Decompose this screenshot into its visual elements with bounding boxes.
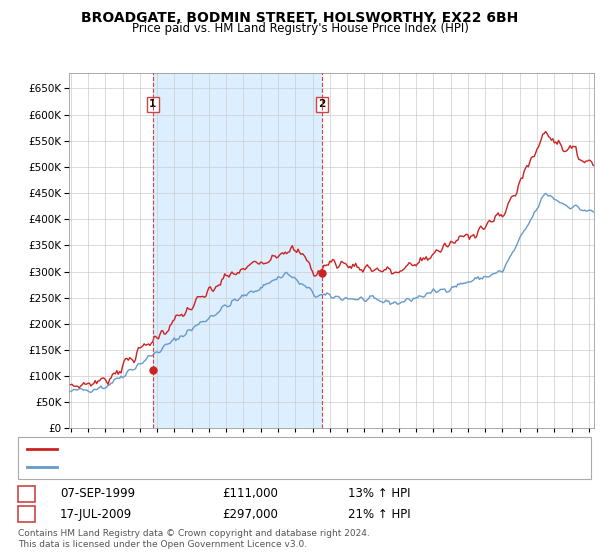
Text: 07-SEP-1999: 07-SEP-1999 [60,487,135,501]
Text: £297,000: £297,000 [222,507,278,521]
Text: BROADGATE, BODMIN STREET, HOLSWORTHY, EX22 6BH: BROADGATE, BODMIN STREET, HOLSWORTHY, EX… [82,11,518,25]
Text: Contains HM Land Registry data © Crown copyright and database right 2024.
This d: Contains HM Land Registry data © Crown c… [18,529,370,549]
Text: 1: 1 [22,487,31,501]
Text: 17-JUL-2009: 17-JUL-2009 [60,507,132,521]
Text: £111,000: £111,000 [222,487,278,501]
Text: 1: 1 [149,99,157,109]
Bar [153,73,322,428]
Text: 2: 2 [318,99,325,109]
Text: 2: 2 [22,507,31,521]
Text: BROADGATE, BODMIN STREET, HOLSWORTHY, EX22 6BH (detached house): BROADGATE, BODMIN STREET, HOLSWORTHY, EX… [63,444,453,454]
Text: 21% ↑ HPI: 21% ↑ HPI [348,507,410,521]
Text: Price paid vs. HM Land Registry's House Price Index (HPI): Price paid vs. HM Land Registry's House … [131,22,469,35]
Text: HPI: Average price, detached house, Torridge: HPI: Average price, detached house, Torr… [63,462,298,472]
Text: 13% ↑ HPI: 13% ↑ HPI [348,487,410,501]
